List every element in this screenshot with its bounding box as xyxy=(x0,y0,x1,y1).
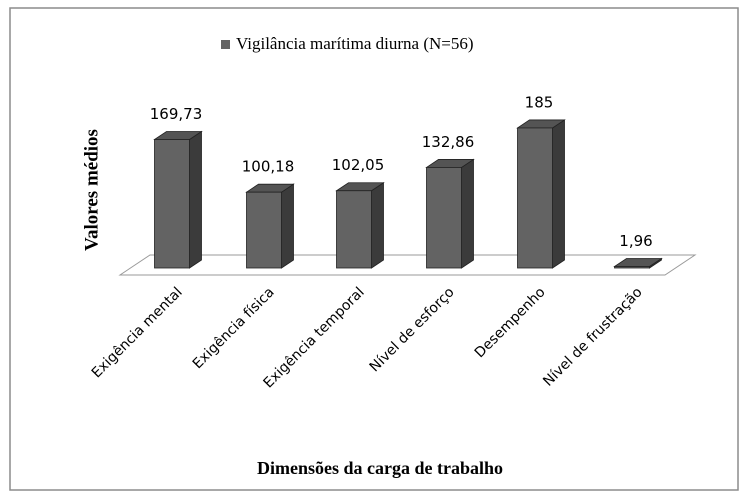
bar-side xyxy=(371,182,384,269)
legend-swatch xyxy=(221,40,230,49)
bar xyxy=(517,127,553,269)
x-axis-label: Dimensões da carga de trabalho xyxy=(257,458,503,478)
bar xyxy=(246,191,282,269)
data-label: 100,18 xyxy=(242,158,295,176)
bar xyxy=(154,139,190,269)
bar xyxy=(336,190,372,269)
data-label: 132,86 xyxy=(422,133,475,151)
bar-side xyxy=(189,130,202,269)
bar xyxy=(426,167,462,269)
bar-side xyxy=(281,183,294,269)
y-axis-label: Valores médios xyxy=(81,129,102,251)
bar xyxy=(614,266,650,269)
bar-side xyxy=(552,119,565,269)
data-label: 102,05 xyxy=(332,156,385,174)
legend-label: Vigilância marítima diurna (N=56) xyxy=(236,34,474,53)
floor xyxy=(118,254,697,276)
data-label: 185 xyxy=(525,93,554,111)
data-label: 169,73 xyxy=(150,105,203,123)
bar-side xyxy=(461,158,474,269)
data-label: 1,96 xyxy=(619,232,652,250)
